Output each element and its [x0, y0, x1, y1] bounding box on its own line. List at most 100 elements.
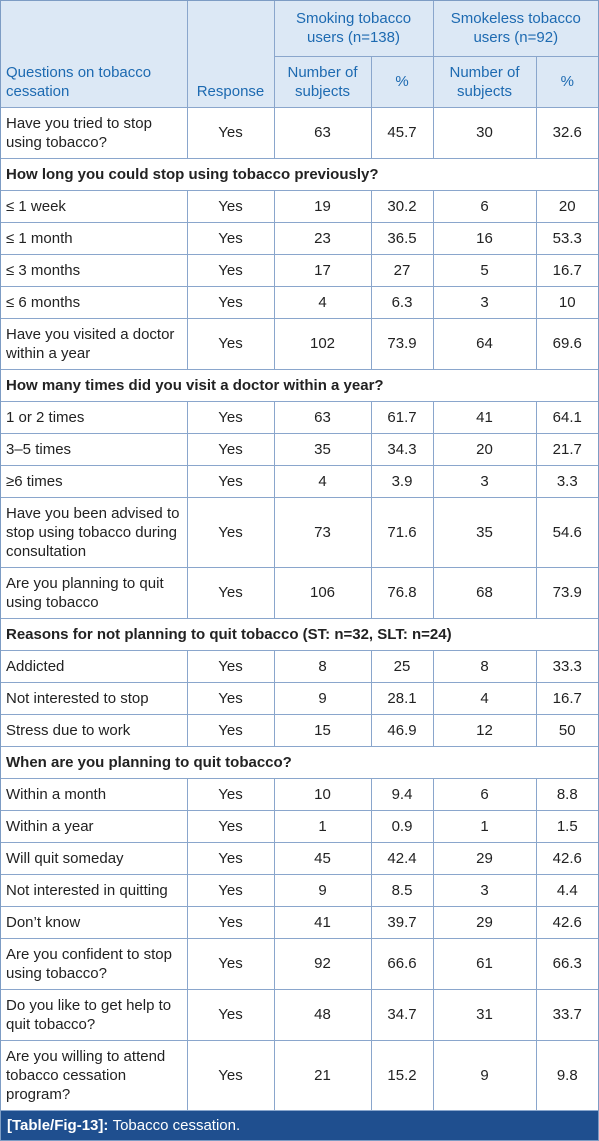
- response-cell: Yes: [186, 566, 275, 619]
- value-cell: 66.6: [370, 937, 434, 990]
- value-cell: 4: [273, 285, 372, 319]
- response-cell: Yes: [186, 432, 275, 466]
- table-row: 1 or 2 times Yes 63 61.7 41 64.1: [1, 400, 599, 434]
- question-cell: ≤ 3 months: [1, 253, 188, 287]
- question-cell: Have you been advised to stop using toba…: [1, 496, 188, 568]
- section-row: How long you could stop using tobacco pr…: [1, 157, 599, 191]
- section-row: How many times did you visit a doctor wi…: [1, 368, 599, 402]
- value-cell: 1: [432, 809, 537, 843]
- value-cell: 30.2: [370, 189, 434, 223]
- table-row: Do you like to get help to quit tobacco?…: [1, 988, 599, 1041]
- value-cell: 9.4: [370, 777, 434, 811]
- value-cell: 46.9: [370, 713, 434, 747]
- value-cell: 35: [273, 432, 372, 466]
- question-cell: Do you like to get help to quit tobacco?: [1, 988, 188, 1041]
- value-cell: 92: [273, 937, 372, 990]
- value-cell: 54.6: [535, 496, 599, 568]
- value-cell: 64.1: [535, 400, 599, 434]
- value-cell: 66.3: [535, 937, 599, 990]
- value-cell: 12: [432, 713, 537, 747]
- value-cell: 68: [432, 566, 537, 619]
- value-cell: 25: [370, 649, 434, 683]
- caption: [Table/Fig-13]: Tobacco cessation.: [1, 1110, 598, 1140]
- table: Questions on tobacco cessation Response …: [1, 1, 599, 1111]
- value-cell: 45: [273, 841, 372, 875]
- section-row: When are you planning to quit tobacco?: [1, 745, 599, 779]
- table-row: ≤ 1 month Yes 23 36.5 16 53.3: [1, 221, 599, 255]
- value-cell: 41: [273, 905, 372, 939]
- response-cell: Yes: [186, 496, 275, 568]
- table-row: Will quit someday Yes 45 42.4 29 42.6: [1, 841, 599, 875]
- table-row: Are you confident to stop using tobacco?…: [1, 937, 599, 990]
- value-cell: 3.9: [370, 464, 434, 498]
- group-header: Smokeless tobacco users (n=92): [432, 1, 599, 57]
- caption-label: [Table/Fig-13]:: [7, 1116, 109, 1134]
- value-cell: 45.7: [370, 106, 434, 159]
- value-cell: 41: [432, 400, 537, 434]
- value-cell: 69.6: [535, 317, 599, 370]
- response-cell: Yes: [186, 221, 275, 255]
- response-cell: Yes: [186, 285, 275, 319]
- table-row: 3–5 times Yes 35 34.3 20 21.7: [1, 432, 599, 466]
- table-row: Are you willing to attend tobacco cessat…: [1, 1039, 599, 1111]
- section-title: How long you could stop using tobacco pr…: [1, 157, 599, 191]
- section-title: How many times did you visit a doctor wi…: [1, 368, 599, 402]
- value-cell: 17: [273, 253, 372, 287]
- table-row: Addicted Yes 8 25 8 33.3: [1, 649, 599, 683]
- value-cell: 1.5: [535, 809, 599, 843]
- value-cell: 50: [535, 713, 599, 747]
- question-cell: Don’t know: [1, 905, 188, 939]
- question-cell: ≤ 6 months: [1, 285, 188, 319]
- question-cell: ≤ 1 month: [1, 221, 188, 255]
- value-cell: 34.3: [370, 432, 434, 466]
- question-cell: Stress due to work: [1, 713, 188, 747]
- question-cell: Are you confident to stop using tobacco?: [1, 937, 188, 990]
- response-cell: Yes: [186, 937, 275, 990]
- value-cell: 61: [432, 937, 537, 990]
- column-header: Number of subjects: [432, 55, 537, 108]
- value-cell: 63: [273, 106, 372, 159]
- value-cell: 3: [432, 285, 537, 319]
- value-cell: 102: [273, 317, 372, 370]
- value-cell: 42.4: [370, 841, 434, 875]
- response-cell: Yes: [186, 464, 275, 498]
- table-row: Stress due to work Yes 15 46.9 12 50: [1, 713, 599, 747]
- value-cell: 64: [432, 317, 537, 370]
- value-cell: 42.6: [535, 841, 599, 875]
- response-cell: Yes: [186, 317, 275, 370]
- table-row: ≤ 6 months Yes 4 6.3 3 10: [1, 285, 599, 319]
- value-cell: 106: [273, 566, 372, 619]
- table-row: Don’t know Yes 41 39.7 29 42.6: [1, 905, 599, 939]
- question-cell: Are you willing to attend tobacco cessat…: [1, 1039, 188, 1111]
- question-cell: Within a year: [1, 809, 188, 843]
- response-cell: Yes: [186, 873, 275, 907]
- table-row: ≤ 3 months Yes 17 27 5 16.7: [1, 253, 599, 287]
- column-header: %: [370, 55, 434, 108]
- response-cell: Yes: [186, 1039, 275, 1111]
- question-cell: Not interested to stop: [1, 681, 188, 715]
- response-cell: Yes: [186, 106, 275, 159]
- value-cell: 28.1: [370, 681, 434, 715]
- value-cell: 3: [432, 464, 537, 498]
- value-cell: 6: [432, 777, 537, 811]
- response-cell: Yes: [186, 777, 275, 811]
- value-cell: 31: [432, 988, 537, 1041]
- question-cell: Within a month: [1, 777, 188, 811]
- value-cell: 3: [432, 873, 537, 907]
- response-cell: Yes: [186, 189, 275, 223]
- value-cell: 53.3: [535, 221, 599, 255]
- value-cell: 71.6: [370, 496, 434, 568]
- value-cell: 35: [432, 496, 537, 568]
- value-cell: 42.6: [535, 905, 599, 939]
- value-cell: 76.8: [370, 566, 434, 619]
- section-title: Reasons for not planning to quit tobacco…: [1, 617, 599, 651]
- section-title: When are you planning to quit tobacco?: [1, 745, 599, 779]
- value-cell: 1: [273, 809, 372, 843]
- question-cell: ≤ 1 week: [1, 189, 188, 223]
- value-cell: 3.3: [535, 464, 599, 498]
- value-cell: 4: [432, 681, 537, 715]
- table-body: Have you tried to stop using tobacco? Yes…: [1, 106, 599, 1111]
- section-row: Reasons for not planning to quit tobacco…: [1, 617, 599, 651]
- column-header: Questions on tobacco cessation: [1, 1, 188, 108]
- value-cell: 9: [432, 1039, 537, 1111]
